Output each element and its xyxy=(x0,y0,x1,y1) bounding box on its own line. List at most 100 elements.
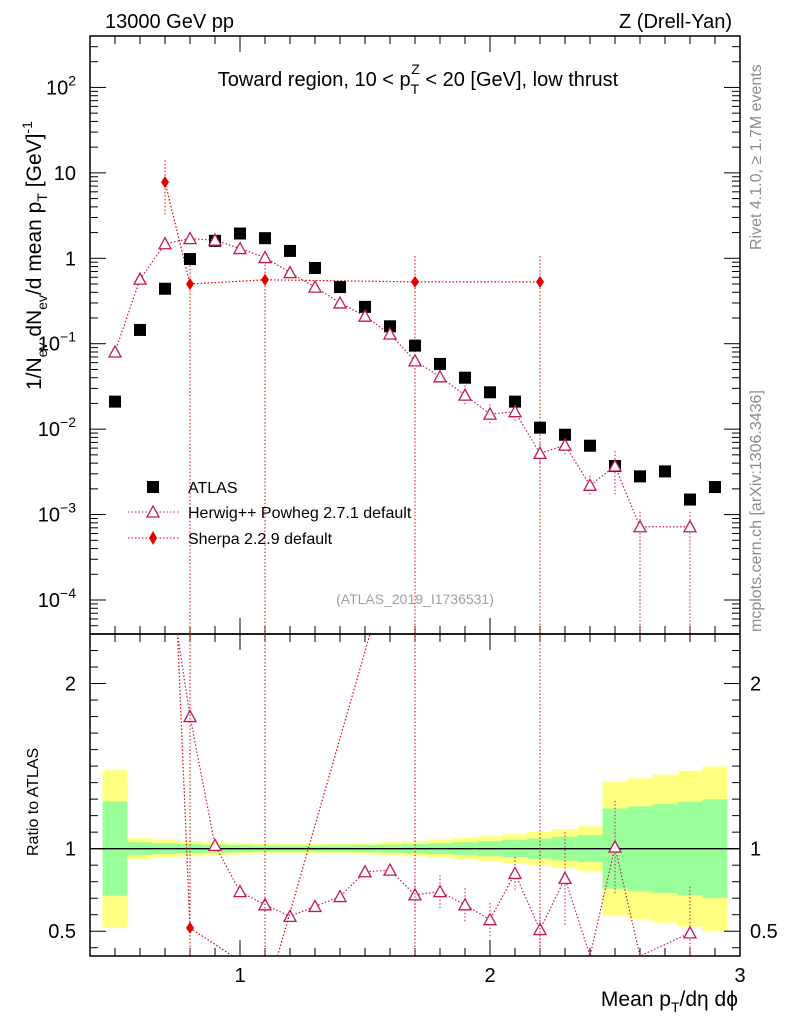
sherpa-ratio-line xyxy=(276,633,371,957)
header-right: Z (Drell-Yan) xyxy=(619,11,732,33)
ratio-y-tick-label-right: 0.5 xyxy=(750,921,778,943)
herwig-ratio-point xyxy=(607,839,623,853)
herwig-ratio-point xyxy=(457,897,473,911)
x-axis-label: Mean pT/dη dϕ xyxy=(601,988,738,1015)
ratio-y-axis-label: Ratio to ATLAS xyxy=(25,748,42,856)
herwig-point xyxy=(507,404,523,418)
herwig-ratio-point xyxy=(232,884,248,898)
y-tick-label: 10−1 xyxy=(38,329,76,356)
atlas-point xyxy=(409,339,421,352)
y-tick-label: 10−3 xyxy=(38,500,76,527)
herwig-point xyxy=(607,458,623,472)
sherpa-ratio-line xyxy=(176,633,191,928)
legend-label-atlas: ATLAS xyxy=(188,480,238,497)
atlas-point xyxy=(184,253,196,266)
herwig-point xyxy=(107,344,123,358)
atlas-point xyxy=(659,465,671,478)
herwig-ratio-point xyxy=(507,866,523,880)
atlas-point xyxy=(509,395,521,408)
atlas-point xyxy=(484,386,496,399)
herwig-ratio-point xyxy=(682,925,698,939)
herwig-point xyxy=(332,295,348,309)
header-left: 13000 GeV pp xyxy=(105,11,234,33)
atlas-point xyxy=(109,395,121,408)
ratio-y-tick-label: 0.5 xyxy=(48,921,76,943)
atlas-point xyxy=(434,357,446,370)
y-axis-label: 1/Nev dNev/d mean pT [GeV]-1 xyxy=(19,121,50,390)
sherpa-point xyxy=(536,275,544,288)
sherpa-point xyxy=(161,176,169,189)
sherpa-point xyxy=(261,273,269,286)
herwig-ratio-point xyxy=(207,838,223,852)
atlas-point xyxy=(284,244,296,257)
ratio-y-tick-label-right: 1 xyxy=(750,839,761,861)
herwig-point xyxy=(357,308,373,322)
herwig-point xyxy=(632,519,648,533)
herwig-point xyxy=(382,326,398,340)
herwig-point xyxy=(157,236,173,250)
herwig-ratio-point xyxy=(432,884,448,898)
atlas-point xyxy=(684,493,696,506)
herwig-ratio-point xyxy=(332,889,348,903)
ratio-y-tick-label: 1 xyxy=(65,839,76,861)
atlas-point xyxy=(384,320,396,333)
herwig-point xyxy=(432,369,448,383)
y-tick-label: 10−4 xyxy=(38,585,76,612)
sherpa-ratio-point xyxy=(186,921,194,934)
legend: ATLAS Herwig++ Powheg 2.7.1 default Sher… xyxy=(128,480,412,548)
herwig-ratio-point xyxy=(282,909,298,923)
herwig-ratio-point xyxy=(357,864,373,878)
herwig-point xyxy=(482,406,498,420)
herwig-ratio-point xyxy=(382,862,398,876)
herwig-point xyxy=(182,231,198,245)
herwig-point xyxy=(307,279,323,293)
atlas-point xyxy=(559,428,571,441)
herwig-ratio-point xyxy=(557,871,573,885)
ratio-y-tick-label: 2 xyxy=(65,674,76,696)
herwig-ratio-point xyxy=(482,912,498,926)
herwig-point xyxy=(582,477,598,491)
legend-label-herwig: Herwig++ Powheg 2.7.1 default xyxy=(188,505,412,522)
atlas-point xyxy=(709,481,721,494)
legend-marker-atlas xyxy=(147,481,159,493)
x-tick-label: 3 xyxy=(734,965,745,987)
atlas-point xyxy=(134,323,146,336)
atlas-point xyxy=(159,282,171,295)
atlas-point xyxy=(334,281,346,294)
herwig-point xyxy=(457,387,473,401)
sherpa-ratio-line xyxy=(189,927,233,957)
y-tick-label: 10−2 xyxy=(38,414,76,441)
legend-label-sherpa: Sherpa 2.2.9 default xyxy=(188,531,333,548)
atlas-point xyxy=(459,371,471,384)
atlas-point xyxy=(234,227,246,240)
legend-marker-herwig xyxy=(145,504,161,518)
herwig-ratio-line xyxy=(176,633,691,959)
rivet-label: Rivet 4.1.0, ≥ 1.7M events xyxy=(748,64,765,250)
herwig-point xyxy=(232,241,248,255)
atlas-point xyxy=(259,232,271,245)
herwig-point xyxy=(532,446,548,460)
data-marks xyxy=(107,160,721,959)
herwig-point xyxy=(282,265,298,279)
atlas-point xyxy=(634,470,646,483)
x-tick-label: 1 xyxy=(234,965,245,987)
legend-marker-sherpa xyxy=(149,531,157,545)
ratio-y-tick-label-right: 2 xyxy=(750,674,761,696)
sherpa-line xyxy=(164,181,540,285)
herwig-point xyxy=(207,232,223,246)
herwig-point xyxy=(132,271,148,285)
mcplots-label: mcplots.cern.ch [arXiv:1306.3436] xyxy=(748,390,765,632)
atlas-point xyxy=(534,421,546,434)
sherpa-point xyxy=(411,275,419,288)
herwig-point xyxy=(257,250,273,264)
herwig-point xyxy=(557,437,573,451)
herwig-point xyxy=(682,519,698,533)
herwig-point xyxy=(407,353,423,367)
atlas-point xyxy=(359,300,371,313)
atlas-point xyxy=(309,261,321,274)
atlas-point xyxy=(584,439,596,452)
y-tick-label: 10 xyxy=(54,163,76,185)
herwig-ratio-point xyxy=(307,899,323,913)
y-tick-label: 102 xyxy=(46,72,76,99)
